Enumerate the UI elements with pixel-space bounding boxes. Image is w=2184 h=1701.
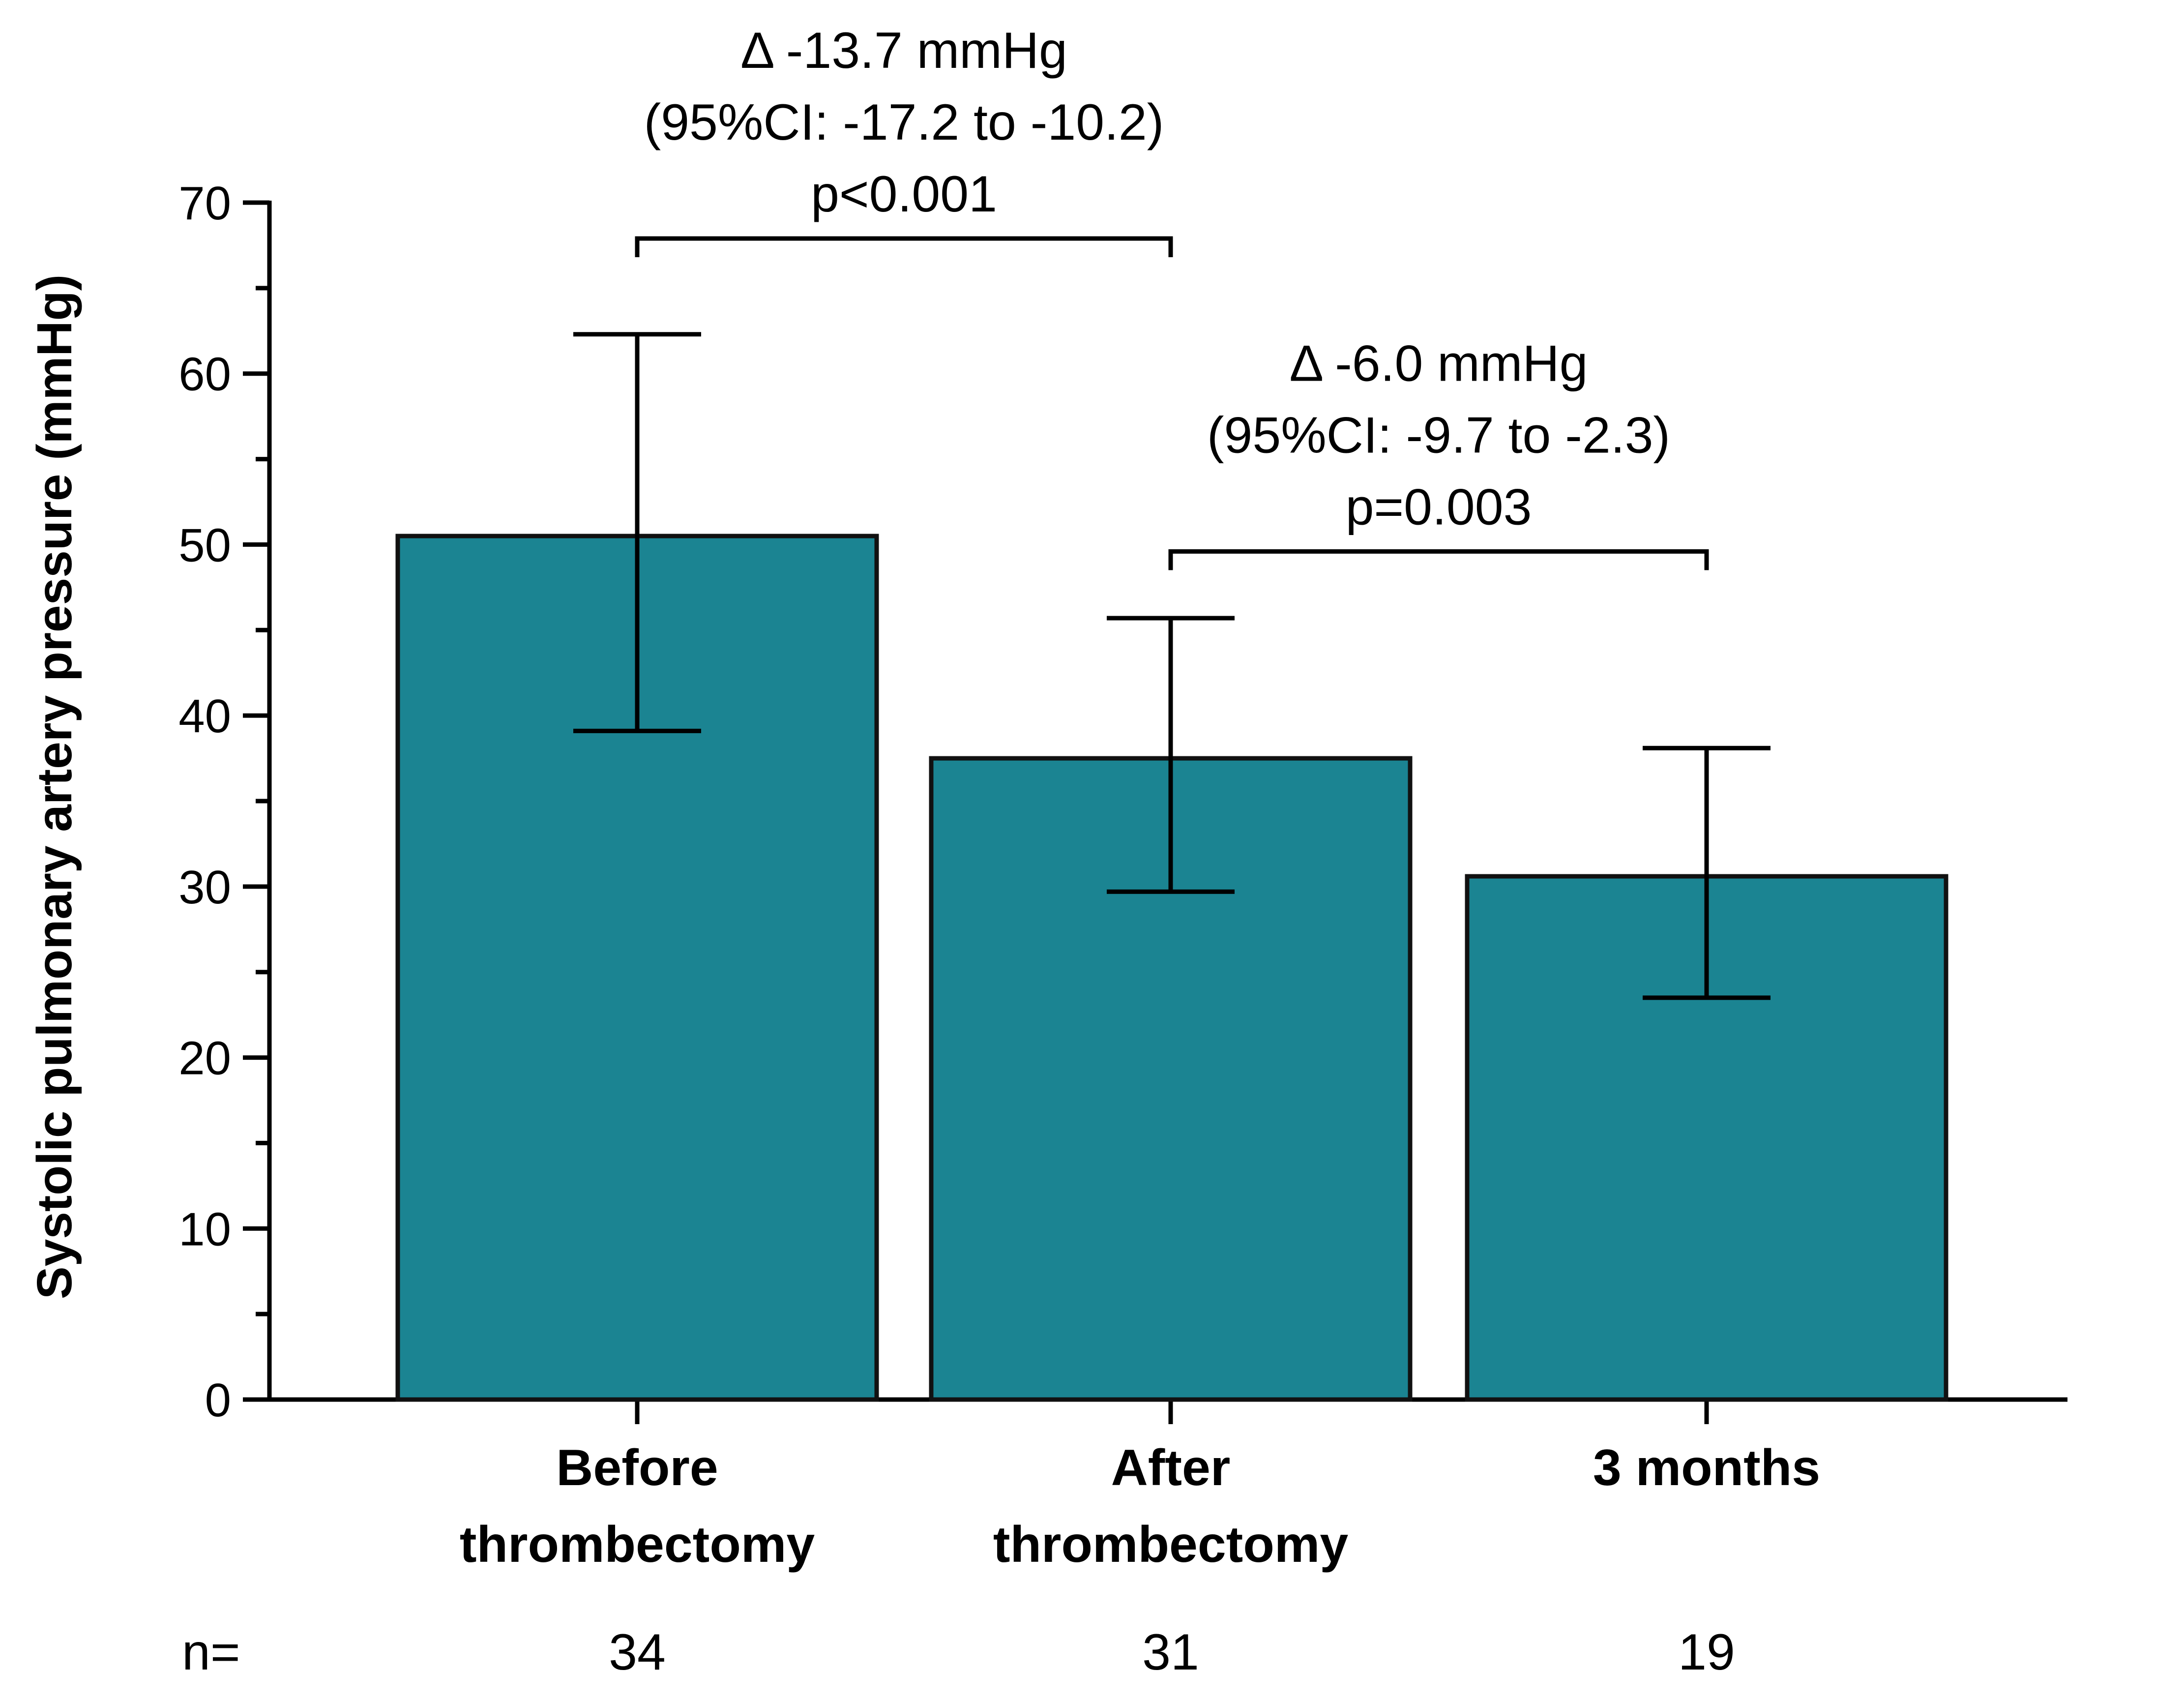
n-value: 19 xyxy=(1678,1624,1735,1681)
bars xyxy=(395,534,1948,1402)
annotation-line: Δ -13.7 mmHg xyxy=(740,22,1067,79)
category-label: 3 months xyxy=(1593,1439,1820,1496)
annotation-line: p=0.003 xyxy=(1346,478,1532,536)
category-label: Before thrombectomy xyxy=(460,1439,815,1573)
x-axis: Before thrombectomy After thrombectomy 3 mon… xyxy=(267,1397,2067,1573)
sample-size-row: n= 34 31 19 xyxy=(182,1624,1735,1681)
significance-bracket xyxy=(635,236,1173,258)
annotation-line: Δ -6.0 mmHg xyxy=(1290,335,1588,392)
y-tick-label: 30 xyxy=(178,861,231,914)
y-tick-label: 50 xyxy=(178,519,231,571)
category-label: After thrombectomy xyxy=(993,1439,1348,1573)
y-tick-label: 10 xyxy=(178,1203,231,1255)
y-axis: 0 10 20 30 40 50 60 70 xyxy=(178,177,272,1427)
annotations: Δ -13.7 mmHg (95%CI: -17.2 to -10.2) p<0.0… xyxy=(635,22,1709,570)
n-value: 31 xyxy=(1142,1624,1199,1681)
n-value: 34 xyxy=(609,1624,666,1681)
y-axis-label: Systolic pulmonary artery pressure (mmHg… xyxy=(27,274,82,1299)
annotation-line: (95%CI: -9.7 to -2.3) xyxy=(1207,407,1670,464)
y-tick-label: 20 xyxy=(178,1032,231,1085)
y-tick-label: 70 xyxy=(178,177,231,230)
y-tick-label: 40 xyxy=(178,690,231,743)
y-tick-label: 0 xyxy=(205,1374,231,1427)
y-tick-label: 60 xyxy=(178,348,231,401)
annotation-line: (95%CI: -17.2 to -10.2) xyxy=(644,94,1164,151)
n-label: n= xyxy=(182,1624,240,1681)
error-bars xyxy=(573,332,1771,1000)
significance-bracket xyxy=(1168,549,1709,570)
annotation-line: p<0.001 xyxy=(811,166,997,223)
